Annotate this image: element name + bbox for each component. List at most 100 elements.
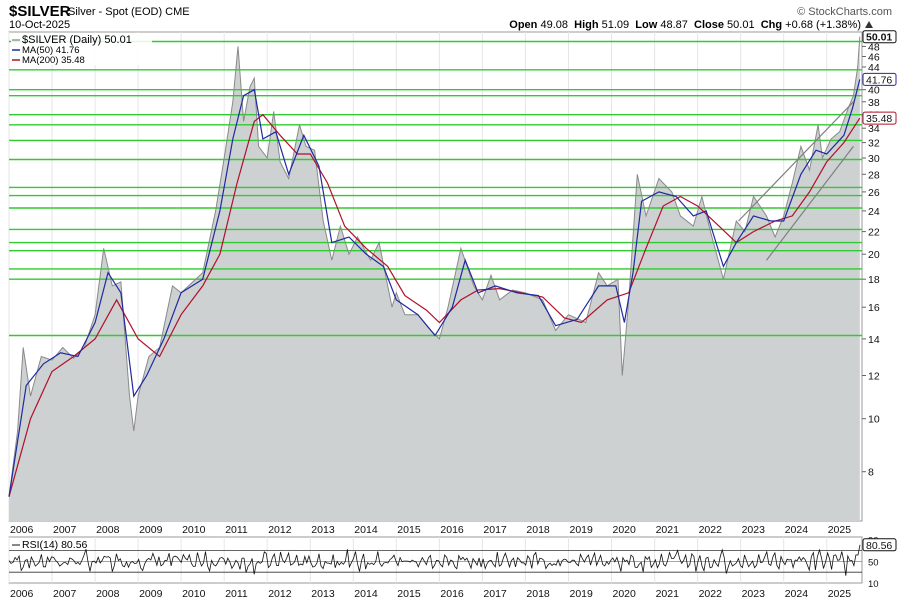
year-label: 2010 (182, 588, 206, 600)
price-tick-label: 24 (868, 206, 880, 218)
low-label: Low (635, 19, 658, 31)
year-label: 2024 (785, 524, 809, 536)
value-tag-text: 50.01 (866, 32, 892, 44)
price-area (9, 36, 860, 521)
high-label: High (574, 19, 599, 31)
open-label: Open (509, 19, 538, 31)
close-label: Close (694, 19, 724, 31)
brand-watermark[interactable]: © StockCharts.com (797, 6, 892, 18)
value-tag-box (862, 111, 897, 125)
price-tick-label: 34 (868, 123, 880, 135)
price-tick-label: 14 (868, 334, 880, 346)
price-panel: 810121416182022242628303234363840444648 … (8, 30, 897, 536)
symbol-description: Silver - Spot (EOD) CME (68, 6, 190, 18)
time-axis-price: 2006 2007 2008 2009 2010 2011 2012 2013 2014 2015… (10, 524, 851, 536)
rsi-panel: 905010 RSI(14) 80.56 80.56 (8, 536, 897, 590)
rsi-levels (9, 550, 862, 573)
chart-date: 10-Oct-2025 (9, 19, 71, 31)
year-label: 2007 (53, 588, 77, 600)
trend-lines (738, 101, 854, 261)
rsi-panel-frame (8, 536, 863, 584)
year-label: 2006 (10, 524, 34, 536)
rsi-legend-label: RSI(14) 80.56 (22, 539, 88, 551)
price-tick-label: 10 (868, 414, 880, 426)
value-tag-box (862, 30, 897, 44)
high-value: 51.09 (601, 19, 630, 31)
year-label: 2009 (139, 524, 163, 536)
year-label: 2014 (354, 588, 378, 600)
change-value: +0.68 (+1.38%) (785, 19, 861, 31)
price-tick-label: 18 (868, 274, 880, 286)
price-tick-label: 22 (868, 227, 880, 239)
price-tick-label: 20 (868, 249, 880, 261)
year-label: 2011 (225, 524, 248, 536)
year-label: 2012 (268, 524, 292, 536)
price-tick-label: 40 (868, 85, 880, 97)
price-tick-label: 48 (868, 41, 880, 53)
year-label: 2006 (10, 588, 34, 600)
rsi-line (8, 544, 861, 576)
year-label: 2007 (53, 524, 77, 536)
up-arrow-icon (865, 21, 873, 28)
price-tick-label: 30 (868, 153, 880, 165)
ma200-line (8, 113, 861, 497)
year-label: 2023 (742, 588, 766, 600)
year-label: 2017 (483, 588, 507, 600)
ma50-legend-label: MA(50) 41.76 (22, 45, 80, 56)
price-tick-label: 44 (868, 62, 880, 74)
price-tick-label: 16 (868, 302, 880, 314)
year-label: 2015 (397, 524, 421, 536)
year-label: 2022 (699, 524, 723, 536)
year-label: 2017 (483, 524, 507, 536)
price-tick-label: 12 (868, 371, 880, 383)
value-tag-box (862, 72, 897, 86)
year-label: 2008 (96, 588, 120, 600)
year-label: 2018 (526, 588, 550, 600)
low-value: 48.87 (660, 19, 688, 31)
rsi-tag-text: 80.56 (866, 540, 892, 552)
price-tick-label: 8 (868, 467, 874, 479)
year-label: 2020 (613, 524, 637, 536)
year-label: 2025 (828, 588, 852, 600)
rsi-tick-label: 50 (868, 557, 879, 568)
change-label: Chg (760, 19, 783, 31)
year-label: 2018 (526, 524, 550, 536)
price-tick-label: 26 (868, 187, 880, 199)
year-label: 2025 (828, 524, 852, 536)
rsi-value-label: 80.56 (862, 538, 897, 552)
year-label: 2016 (440, 524, 464, 536)
year-label: 2021 (656, 524, 680, 536)
year-label: 2009 (139, 588, 163, 600)
year-label: 2019 (570, 588, 594, 600)
rsi-tick-label: 10 (868, 579, 879, 590)
open-value: 49.08 (540, 19, 568, 31)
symbol: $SILVER (9, 3, 71, 20)
year-label: 2020 (613, 588, 637, 600)
year-label: 2013 (311, 588, 335, 600)
year-label: 2019 (570, 524, 594, 536)
price-legend: $SILVER (Daily) 50.01 MA(50) 41.76 MA(20… (11, 33, 152, 66)
trend-line (766, 146, 854, 261)
price-tick-label: 28 (868, 169, 880, 181)
year-label: 2014 (354, 524, 378, 536)
year-label: 2023 (742, 524, 766, 536)
price-legend-label: $SILVER (Daily) 50.01 (22, 34, 132, 46)
ma200-legend-label: MA(200) 35.48 (22, 55, 85, 66)
ma50-line (8, 79, 861, 497)
year-label: 2008 (96, 524, 120, 536)
price-axis[interactable]: 810121416182022242628303234363840444648 (862, 41, 880, 479)
time-axis: 2006 2007 2008 2009 2010 2011 2012 2013 2014 2015… (10, 588, 851, 600)
year-label: 2024 (785, 588, 809, 600)
year-label: 2015 (397, 588, 421, 600)
value-tag-text: 35.48 (866, 113, 892, 125)
year-label: 2010 (182, 524, 206, 536)
year-label: 2022 (699, 588, 723, 600)
year-label: 2011 (225, 588, 248, 600)
year-label: 2012 (268, 588, 292, 600)
price-tick-label: 46 (868, 52, 880, 64)
rsi-tag-box (862, 538, 897, 552)
price-tick-label: 32 (868, 138, 880, 150)
price-tick-label: 38 (868, 97, 880, 109)
close-value: 50.01 (727, 19, 755, 31)
year-label: 2016 (440, 588, 464, 600)
